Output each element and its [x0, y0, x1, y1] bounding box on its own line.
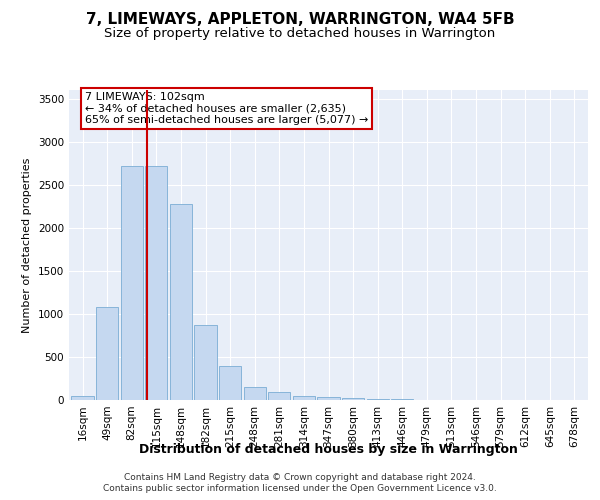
- Bar: [367, 398, 389, 400]
- Bar: [194, 325, 217, 400]
- Bar: [145, 166, 167, 400]
- Text: 7 LIMEWAYS: 102sqm
← 34% of detached houses are smaller (2,635)
65% of semi-deta: 7 LIMEWAYS: 102sqm ← 34% of detached hou…: [85, 92, 368, 124]
- Text: Size of property relative to detached houses in Warrington: Size of property relative to detached ho…: [104, 28, 496, 40]
- Bar: [219, 366, 241, 400]
- Bar: [96, 307, 118, 400]
- Text: 7, LIMEWAYS, APPLETON, WARRINGTON, WA4 5FB: 7, LIMEWAYS, APPLETON, WARRINGTON, WA4 5…: [86, 12, 514, 28]
- Bar: [121, 166, 143, 400]
- Text: Distribution of detached houses by size in Warrington: Distribution of detached houses by size …: [139, 442, 518, 456]
- Text: Contains HM Land Registry data © Crown copyright and database right 2024.: Contains HM Land Registry data © Crown c…: [124, 472, 476, 482]
- Bar: [293, 396, 315, 400]
- Bar: [170, 204, 192, 400]
- Text: Contains public sector information licensed under the Open Government Licence v3: Contains public sector information licen…: [103, 484, 497, 493]
- Y-axis label: Number of detached properties: Number of detached properties: [22, 158, 32, 332]
- Bar: [317, 397, 340, 400]
- Bar: [342, 398, 364, 400]
- Bar: [244, 387, 266, 400]
- Bar: [268, 392, 290, 400]
- Bar: [71, 396, 94, 400]
